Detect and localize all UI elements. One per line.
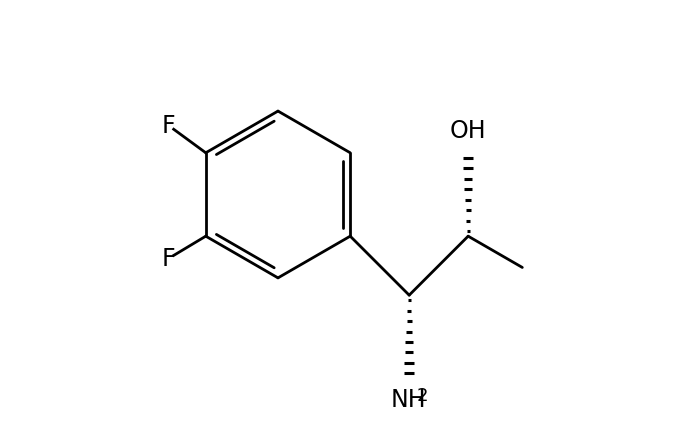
Text: F: F bbox=[162, 247, 175, 271]
Text: NH: NH bbox=[391, 388, 426, 412]
Text: OH: OH bbox=[450, 119, 486, 143]
Text: 2: 2 bbox=[417, 387, 428, 405]
Text: F: F bbox=[162, 114, 175, 138]
